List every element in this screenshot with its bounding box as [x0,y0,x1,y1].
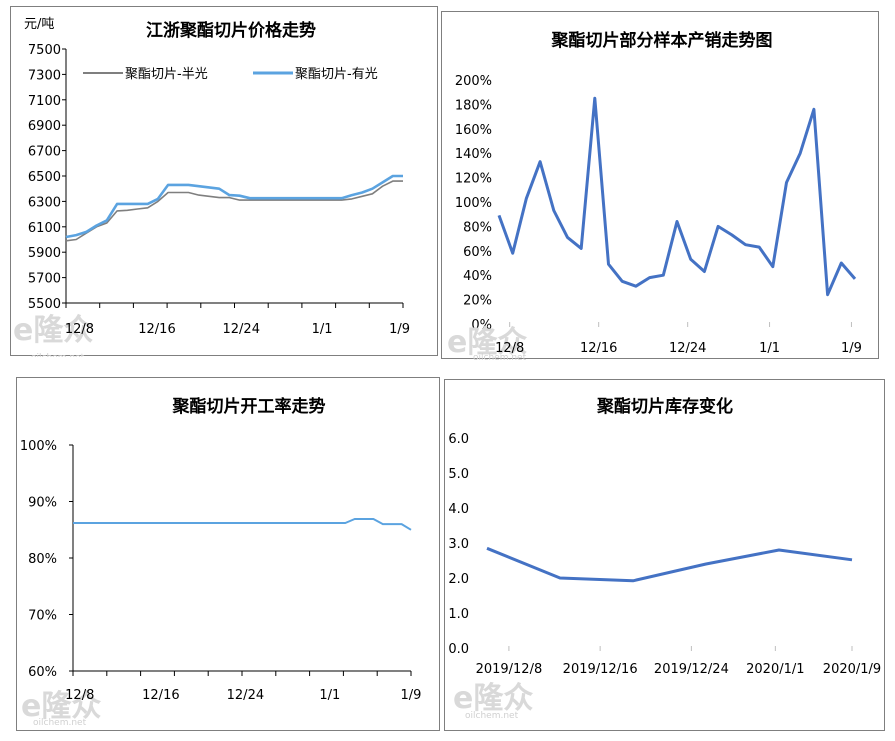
y-tick-label: 180% [455,98,492,113]
y-tick-label: 80% [463,220,492,235]
y-tick-label: 6500 [28,170,61,185]
watermark-site: oilchem.net [33,718,87,728]
y-tick-label: 160% [455,123,492,138]
y-tick-label: 100% [455,196,492,211]
y-tick-label: 5700 [28,272,61,287]
x-tick-label: 2019/12/16 [563,662,638,677]
y-tick-label: 200% [455,74,492,89]
y-axis-unit: 元/吨 [24,17,54,32]
x-tick-label: 2020/1/9 [823,662,881,677]
y-tick-label: 6.0 [448,432,469,447]
x-tick-label: 12/8 [65,322,94,337]
series-line-1 [486,546,853,583]
inventory-chart: 聚酯切片库存变化 6.0 5.0 4.0 3.0 2.0 1.0 0.0 e隆众oilche… [448,396,881,721]
chart-title: 聚酯切片部分样本产销走势图 [551,30,773,51]
y-tick-label: 4.0 [448,502,469,517]
x-tick-label: 1/1 [319,688,340,703]
y-tick-label: 7500 [28,43,61,58]
x-tick-label: 12/8 [495,341,524,356]
x-tick-label: 12/16 [580,341,617,356]
y-tick-label: 40% [463,269,492,284]
watermark-brand: e隆众 [453,681,533,716]
series-line-1 [73,518,412,531]
watermark-site: oilchem.net [473,353,527,360]
legend-label-bright: 聚酯切片-有光 [295,67,378,82]
y-tick-label: 20% [463,294,492,309]
rate-chart: 聚酯切片开工率走势 100% 90% 80% 70% 60% e隆众oilchem.ne… [20,396,422,728]
x-tick-label: 1/9 [389,322,410,337]
series-line-2 [65,174,403,239]
x-tick-label: 1/9 [841,341,862,356]
y-tick-label: 7100 [28,94,61,109]
chart-title: 江浙聚酯切片价格走势 [146,20,316,41]
x-tick-label: 12/16 [138,322,175,337]
y-tick-label: 60% [28,665,57,680]
series-line-1 [65,180,403,242]
y-tick-label: 100% [20,439,57,454]
y-tick-label: 6100 [28,221,61,236]
y-tick-label: 1.0 [448,607,469,622]
watermark-site: oilchem.net [465,711,519,721]
watermark-site: oilchem.net [31,353,85,357]
x-tick-label: 12/24 [227,688,264,703]
x-tick-label: 12/16 [142,688,179,703]
sales-chart: 聚酯切片部分样本产销走势图 200% 180% 160% 140% 120% 100% 80… [447,30,862,360]
series-line-1 [497,96,857,297]
watermark-brand: e隆众 [21,689,101,724]
watermark-brand: e隆众 [13,313,93,348]
sales-chart-panel: 聚酯切片部分样本产销走势图 200% 180% 160% 140% 120% 100% 80… [441,11,879,360]
x-tick-label: 12/24 [669,341,706,356]
chart-title: 聚酯切片开工率走势 [172,396,326,417]
y-tick-label: 70% [28,609,57,624]
y-tick-label: 140% [455,147,492,162]
y-tick-label: 5.0 [448,467,469,482]
x-tick-label: 12/24 [223,322,260,337]
x-tick-label: 1/1 [759,341,780,356]
x-tick-label: 1/1 [312,322,333,337]
price-chart: 江浙聚酯切片价格走势 元/吨 7500 7300 7100 6900 6700 6500 6… [13,17,410,357]
watermark-brand: e隆众 [447,325,527,360]
x-tick-label: 2020/1/1 [746,662,804,677]
y-tick-label: 6300 [28,195,61,210]
x-tick-label: 2019/12/8 [476,662,543,677]
y-tick-label: 90% [28,496,57,511]
y-tick-label: 3.0 [448,537,469,552]
y-tick-label: 5500 [28,297,61,312]
chart-title: 聚酯切片库存变化 [596,396,733,417]
y-tick-label: 80% [28,552,57,567]
legend: 聚酯切片-半光 聚酯切片-有光 [83,67,378,82]
y-tick-label: 60% [463,245,492,260]
y-tick-label: 6900 [28,119,61,134]
y-tick-label: 120% [455,172,492,187]
x-tick-label: 12/8 [65,688,94,703]
y-tick-label: 0% [471,318,492,333]
price-chart-panel: 江浙聚酯切片价格走势 元/吨 7500 7300 7100 6900 6700 6500 6… [10,6,438,357]
y-tick-label: 2.0 [448,572,469,587]
x-tick-label: 2019/12/24 [654,662,729,677]
rate-chart-panel: 聚酯切片开工率走势 100% 90% 80% 70% 60% e隆众 oilchem.ne… [16,377,440,731]
y-tick-label: 0.0 [448,642,469,657]
y-tick-label: 7300 [28,68,61,83]
inventory-chart-panel: 聚酯切片库存变化 6.0 5.0 4.0 3.0 2.0 1.0 0.0 e隆众 oilche… [444,379,885,731]
y-tick-label: 6700 [28,145,61,160]
y-tick-label: 5900 [28,246,61,261]
x-tick-label: 1/9 [401,688,422,703]
legend-label-half-gloss: 聚酯切片-半光 [125,67,208,82]
